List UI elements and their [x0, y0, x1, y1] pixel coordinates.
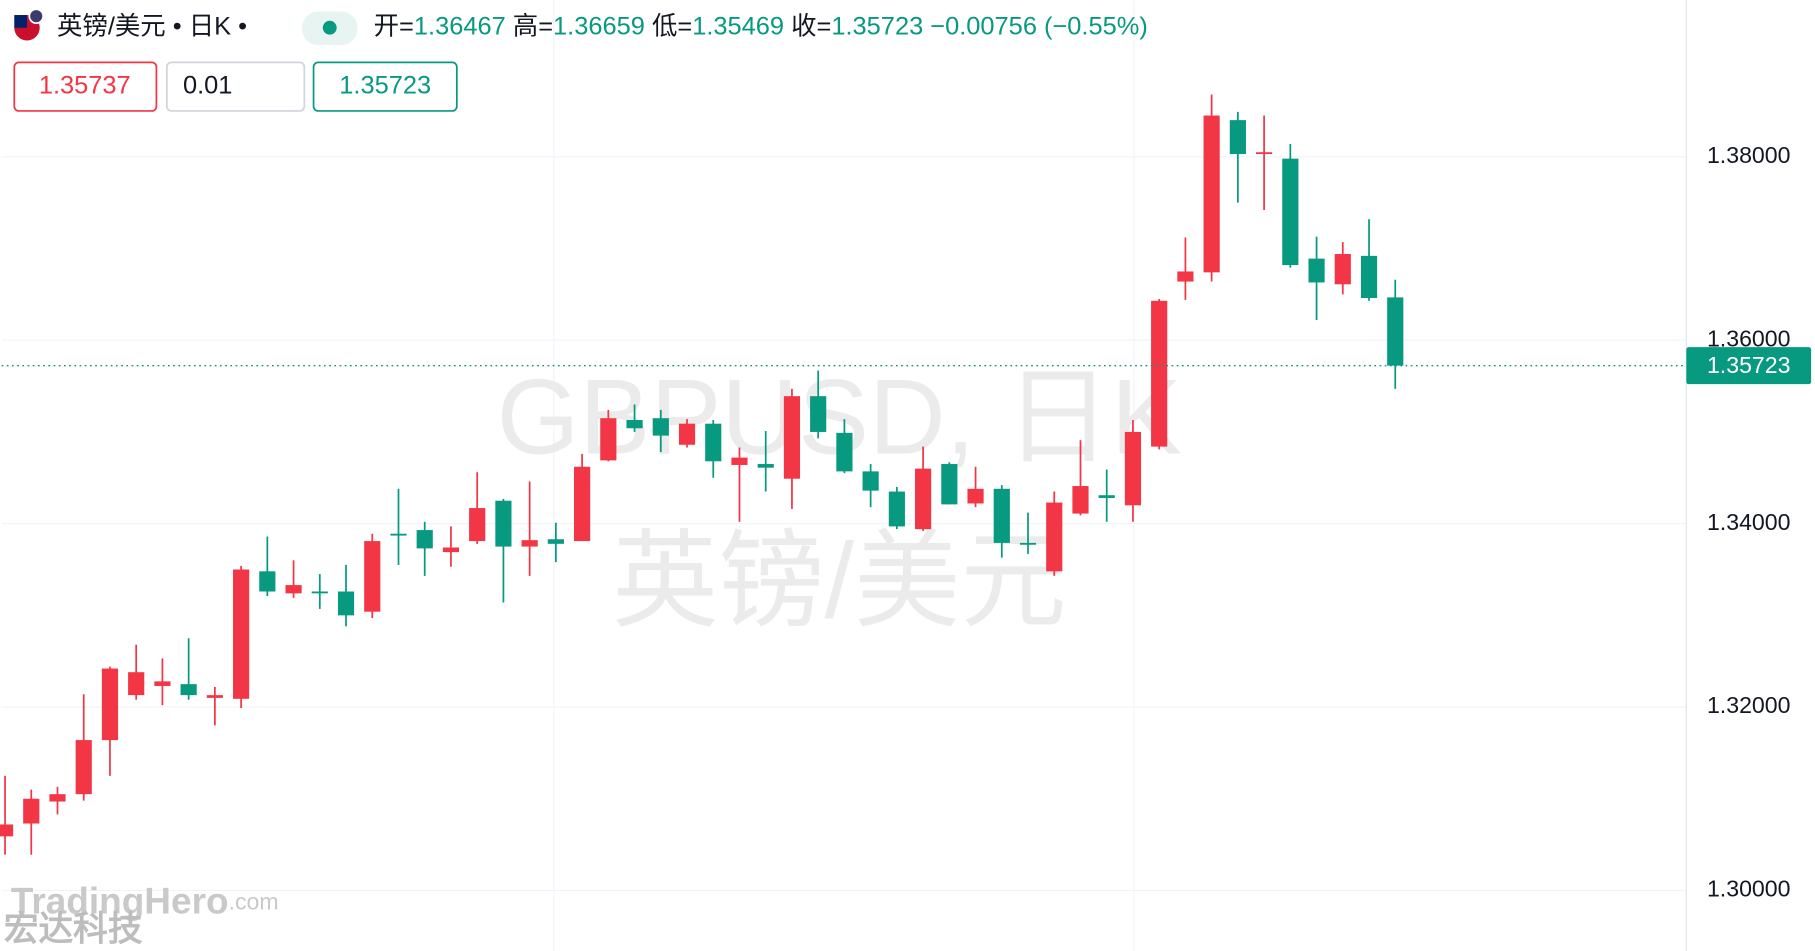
candle-body: [233, 569, 250, 699]
flag-icon: [14, 15, 27, 28]
candle-body: [705, 423, 722, 462]
candle-body: [23, 798, 40, 824]
candle-body: [442, 547, 460, 553]
logo-company: 宏达科技: [4, 910, 143, 949]
ohlc-value: 1.35723: [831, 12, 923, 40]
candle-body: [364, 541, 381, 612]
candle-body: [888, 491, 905, 527]
sell-button[interactable]: [13, 61, 158, 112]
grid: [1, 0, 1687, 951]
candle-body: [678, 423, 696, 445]
ohlc-label: 高=: [513, 12, 553, 40]
candle-body: [75, 740, 92, 795]
candle-body: [600, 418, 617, 461]
candle-body: [521, 540, 538, 547]
candle-body: [416, 530, 433, 549]
candle-body: [390, 533, 407, 536]
candle-body: [337, 591, 355, 616]
y-tick-label: 1.32000: [1707, 692, 1791, 718]
ohlc-value: 1.35469: [692, 12, 784, 40]
candle-body: [1072, 486, 1089, 514]
candle-body: [941, 464, 958, 505]
header: 英镑/美元 • 日K • 开=1.36467 高=1.36659 低=1.354…: [14, 8, 1148, 46]
y-axis: 1.30000 1.32000 1.34000 1.36000 1.38000 1.357…: [1686, 142, 1812, 902]
candle-body: [469, 508, 486, 542]
watermark-name: 英镑/美元: [612, 521, 1067, 640]
candle-body: [1256, 152, 1273, 155]
candle-body: [1282, 158, 1299, 266]
logo-name: TradingHero: [11, 880, 229, 921]
candles: [0, 94, 1687, 855]
buy-button[interactable]: [312, 61, 458, 112]
candle-body: [836, 432, 853, 472]
buy-price[interactable]: 1.35723: [339, 71, 431, 99]
candle-body: [495, 500, 512, 547]
status-dot: [322, 20, 337, 35]
qty-input[interactable]: [165, 61, 306, 112]
candle-body: [810, 396, 827, 432]
candle-body: [1203, 115, 1220, 273]
candle-body: [652, 418, 669, 436]
candle-body: [547, 539, 564, 544]
candle-body: [101, 668, 119, 741]
candle-body: [862, 471, 879, 491]
candle-body: [154, 681, 171, 686]
candle-body: [49, 794, 66, 802]
candle-body: [967, 488, 984, 504]
candle-body: [1177, 271, 1194, 282]
candle-body: [311, 591, 328, 594]
last-price-tag: [1686, 347, 1812, 385]
ohlc: 开=1.36467 高=1.36659 低=1.35469 收=1.35723 …: [374, 12, 1148, 40]
candle-body: [993, 488, 1010, 543]
candle-body: [1360, 255, 1378, 299]
candle-body: [1124, 431, 1142, 506]
logo-domain: .com: [229, 889, 279, 915]
candle-body: [1229, 120, 1246, 155]
y-tick-label: 1.34000: [1707, 509, 1791, 535]
ohlc-value: 1.36467: [414, 12, 506, 40]
y-tick-label: 1.36000: [1707, 325, 1791, 351]
change: −0.00756 (−0.55%): [930, 12, 1148, 40]
candle-body: [731, 457, 748, 465]
candle-body: [1387, 297, 1404, 366]
candle-body: [285, 585, 302, 594]
ohlc-label: 开=: [374, 12, 414, 40]
candle-body: [1308, 258, 1325, 283]
logo: TradingHero.com 宏达科技: [4, 880, 279, 948]
candle-body: [757, 464, 774, 468]
flag-icon: [28, 8, 45, 24]
candle-body: [915, 468, 932, 530]
candle-body: [1019, 542, 1037, 545]
candle-body: [0, 824, 14, 837]
ohlc-label: 低=: [652, 12, 692, 40]
ohlc-label: 收=: [791, 12, 831, 40]
candle-body: [783, 396, 801, 479]
last-price-label: 1.35723: [1707, 352, 1791, 378]
candle-body: [574, 466, 591, 542]
logo-name: TradingHero.com: [11, 880, 279, 921]
sell-price[interactable]: 1.35737: [39, 71, 131, 99]
candle-body: [1098, 495, 1115, 498]
candle-body: [128, 672, 145, 696]
y-tick-label: 1.38000: [1707, 142, 1791, 168]
symbol-title[interactable]: 英镑/美元 • 日K •: [57, 12, 247, 40]
qty-value[interactable]: 0.01: [183, 71, 232, 99]
candle-body: [1334, 254, 1351, 285]
candle-body: [259, 571, 276, 592]
candle-body: [626, 420, 643, 429]
candle-body: [1046, 502, 1063, 572]
order-panel: 1.35737 0.01 1.35723: [13, 61, 458, 112]
y-tick-label: 1.30000: [1707, 876, 1791, 902]
candle-body: [206, 695, 223, 698]
candle-body: [1151, 300, 1168, 447]
candle-body: [180, 684, 197, 696]
ohlc-value: 1.36659: [553, 12, 645, 40]
